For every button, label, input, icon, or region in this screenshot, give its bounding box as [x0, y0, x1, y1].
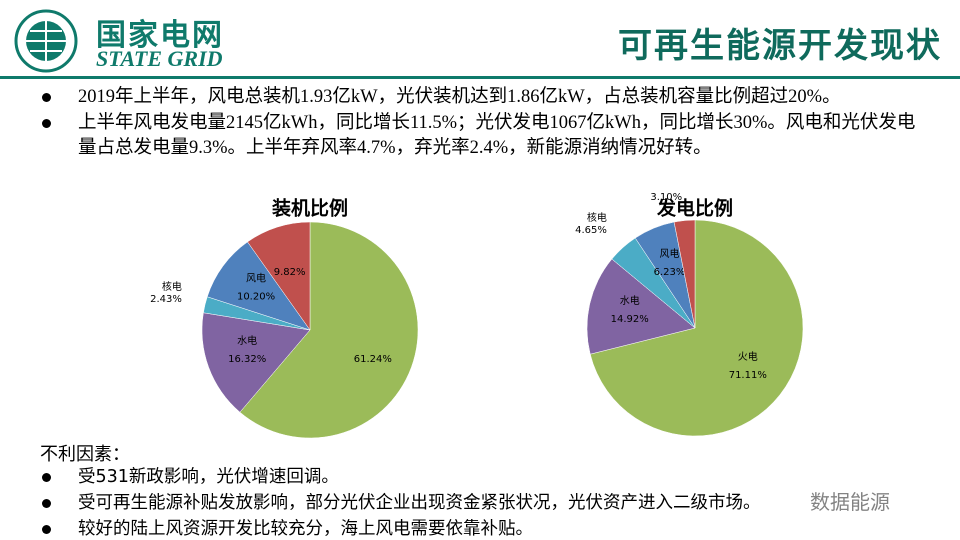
pie-slice [673, 219, 696, 329]
header-rule [0, 76, 960, 79]
bullet: 2019年上半年，风电总装机1.93亿kW，光伏装机达到1.86亿kW，占总装机… [40, 85, 920, 110]
factor: 受可再生能源补贴发放影响，部分光伏企业出现资金紧张状况，光伏资产进入二级市场。 [40, 491, 920, 516]
pie-slice [586, 258, 696, 355]
value-label: 16.32% [228, 354, 266, 365]
slide-title: 可再生能源开发现状 [618, 26, 942, 66]
bullet-list: 2019年上半年，风电总装机1.93亿kW，光伏装机达到1.86亿kW，占总装机… [40, 85, 920, 162]
value-label: 9.82% [274, 267, 306, 278]
pie-slice [201, 312, 311, 413]
category-label: 火电 [738, 350, 758, 363]
pie-slice [239, 221, 419, 439]
charts: 装机比例61.24%16.32%水电2.43%核电10.20%风电9.82%发电… [150, 190, 804, 439]
category-label: 光伏 [662, 190, 682, 191]
chart-title: 发电比例 [656, 196, 733, 219]
value-label: 6.23% [654, 267, 686, 278]
factor-list: 受531新政影响，光伏增速回调。 受可再生能源补贴发放影响，部分光伏企业出现资金… [40, 465, 920, 540]
category-label: 核电 [587, 211, 607, 224]
bullet: 上半年风电发电量2145亿kWh，同比增长11.5%；光伏发电1067亿kWh，… [40, 111, 920, 161]
logo [14, 9, 78, 73]
value-label: 3.10% [650, 192, 682, 203]
pie-slice [247, 221, 311, 331]
factor: 受531新政影响，光伏增速回调。 [40, 465, 920, 490]
value-label: 4.65% [575, 225, 607, 236]
category-label: 核电 [162, 280, 182, 293]
category-label: 风电 [660, 247, 680, 260]
brand-cn: 国家电网 [96, 18, 224, 53]
value-label: 2.43% [150, 294, 182, 305]
watermark: 数据能源 [810, 490, 890, 514]
value-label: 10.20% [237, 291, 275, 302]
value-label: 61.24% [354, 354, 392, 365]
factor: 较好的陆上风资源开发比较充分，海上风电需要依靠补贴。 [40, 517, 920, 540]
chart-title: 装机比例 [271, 196, 348, 219]
category-label: 风电 [246, 271, 266, 284]
category-label: 水电 [237, 334, 257, 347]
value-label: 14.92% [611, 314, 649, 325]
value-label: 71.11% [729, 370, 767, 381]
pie-slice [589, 219, 804, 437]
factors-heading: 不利因素： [40, 444, 130, 465]
category-label: 水电 [620, 294, 640, 307]
brand-en: STATE GRID [96, 46, 223, 71]
